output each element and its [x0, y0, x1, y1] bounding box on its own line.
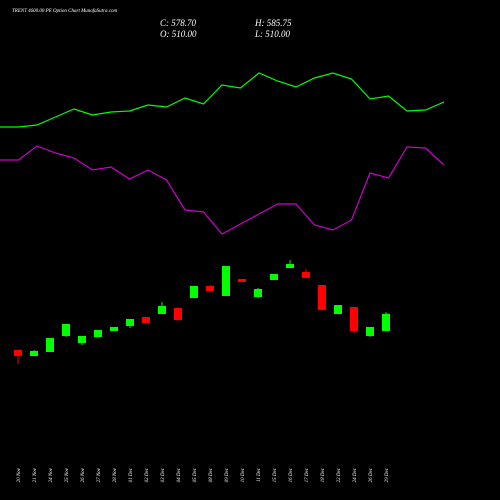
candle-body — [30, 351, 38, 356]
x-tick-label: 22 Dec — [337, 467, 342, 482]
open-label: O: 510.00 — [160, 29, 197, 39]
x-tick-label: 09 Dec — [225, 467, 230, 482]
x-tick-label: 18 Dec — [321, 467, 326, 482]
candle-body — [222, 266, 230, 296]
candle-body — [270, 274, 278, 280]
candle-body — [302, 272, 310, 278]
high-label: H: 585.75 — [254, 18, 292, 28]
candle-body — [46, 338, 54, 352]
candle-body — [318, 285, 326, 310]
x-tick-label: 27 Nov — [97, 467, 102, 482]
x-tick-label: 05 Dec — [193, 467, 198, 482]
x-tick-label: 10 Dec — [241, 467, 246, 482]
low-label: L: 510.00 — [254, 29, 291, 39]
candle-body — [174, 308, 182, 320]
candle-body — [286, 264, 294, 268]
candle-body — [158, 306, 166, 314]
candle-body — [94, 330, 102, 337]
x-tick-label: 16 Dec — [289, 467, 294, 482]
x-tick-label: 15 Dec — [273, 467, 278, 482]
candle-body — [238, 279, 246, 282]
x-tick-label: 21 Nov — [33, 467, 38, 482]
x-tick-label: 04 Dec — [177, 467, 182, 482]
x-tick-label: 20 Nov — [17, 467, 22, 482]
candle-body — [14, 350, 22, 356]
x-tick-label: 24 Nov — [49, 467, 54, 482]
candle-body — [126, 319, 134, 326]
candle-body — [254, 289, 262, 297]
candle-body — [190, 286, 198, 298]
x-tick-label: 01 Dec — [129, 467, 134, 482]
x-tick-label: 17 Dec — [305, 467, 310, 482]
indicator-line — [0, 72, 445, 128]
x-tick-label: 03 Dec — [161, 467, 166, 482]
x-tick-label: 24 Dec — [353, 467, 358, 482]
x-tick-label: 02 Dec — [145, 467, 150, 482]
candle-body — [382, 313, 390, 331]
candle-body — [110, 327, 118, 331]
x-tick-label: 28 Nov — [113, 467, 118, 482]
x-tick-label: 11 Dec — [257, 467, 262, 482]
chart-title: TRENT 4600.00 PE Option Chart MunafaSutr… — [12, 9, 117, 14]
x-tick-label: 26 Nov — [81, 467, 86, 482]
indicator-line — [0, 145, 445, 235]
x-tick-label: 25 Nov — [65, 467, 70, 482]
candle-body — [62, 324, 70, 336]
close-label: C: 578.70 — [160, 18, 197, 28]
candle-body — [78, 336, 86, 343]
x-tick-label: 26 Dec — [369, 467, 374, 482]
candle-body — [334, 305, 342, 314]
x-tick-label: 29 Dec — [385, 467, 390, 482]
x-tick-label: 08 Dec — [209, 467, 214, 482]
candle-body — [350, 307, 358, 331]
candle-body — [206, 286, 214, 291]
candle-body — [366, 327, 374, 336]
candle-body — [142, 317, 150, 323]
